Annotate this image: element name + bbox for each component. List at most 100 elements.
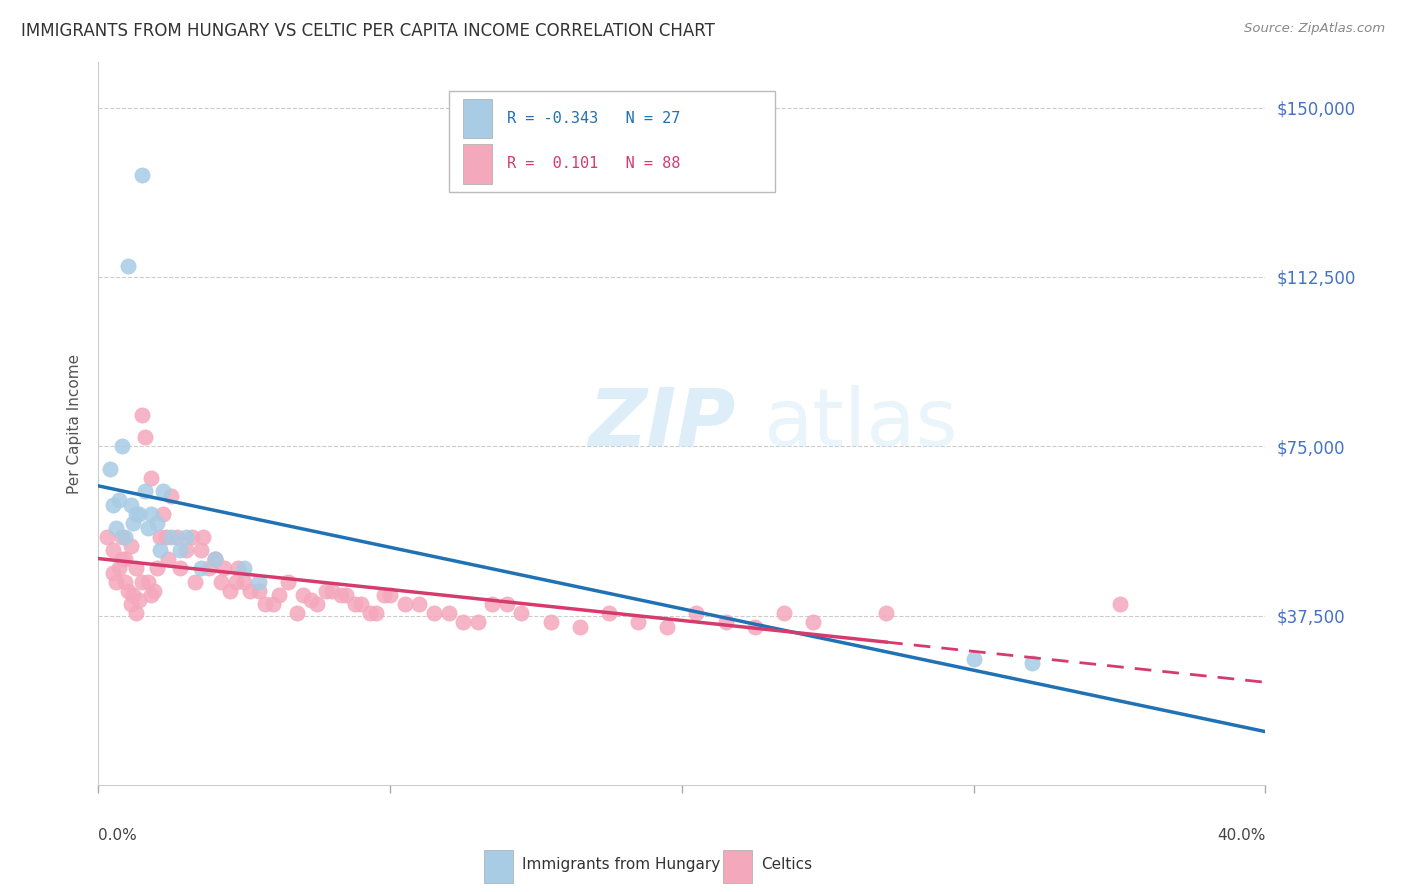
- Point: [228, 561, 250, 575]
- Point: [190, 543, 212, 558]
- Point: [174, 530, 197, 544]
- Point: [437, 607, 460, 621]
- Text: Celtics: Celtics: [761, 857, 813, 872]
- Text: IMMIGRANTS FROM HUNGARY VS CELTIC PER CAPITA INCOME CORRELATION CHART: IMMIGRANTS FROM HUNGARY VS CELTIC PER CA…: [21, 22, 716, 40]
- Point: [142, 583, 165, 598]
- Point: [166, 530, 188, 544]
- Point: [149, 530, 172, 544]
- Point: [136, 520, 159, 534]
- Point: [1021, 656, 1043, 670]
- Point: [152, 484, 174, 499]
- Text: R =  0.101   N = 88: R = 0.101 N = 88: [508, 156, 681, 171]
- Point: [329, 588, 352, 602]
- Point: [218, 583, 240, 598]
- Point: [120, 539, 142, 553]
- Point: [204, 552, 226, 566]
- Point: [380, 588, 402, 602]
- Text: Immigrants from Hungary: Immigrants from Hungary: [522, 857, 720, 872]
- Point: [125, 561, 148, 575]
- Point: [146, 516, 169, 530]
- Point: [657, 620, 679, 634]
- Point: [111, 552, 134, 566]
- Point: [111, 530, 134, 544]
- Point: [160, 530, 183, 544]
- Point: [96, 530, 118, 544]
- Point: [128, 507, 150, 521]
- Point: [125, 507, 148, 521]
- Point: [136, 574, 159, 589]
- Point: [139, 588, 162, 602]
- Point: [108, 561, 131, 575]
- Point: [307, 598, 329, 612]
- Point: [101, 566, 124, 580]
- Bar: [463, 98, 492, 138]
- Point: [183, 574, 205, 589]
- Point: [122, 516, 145, 530]
- Y-axis label: Per Capita Income: Per Capita Income: [67, 353, 83, 494]
- Point: [108, 493, 131, 508]
- Point: [627, 615, 650, 630]
- Point: [160, 489, 183, 503]
- Point: [101, 498, 124, 512]
- Point: [131, 408, 153, 422]
- Point: [128, 592, 150, 607]
- Point: [481, 598, 503, 612]
- Point: [155, 530, 177, 544]
- Point: [291, 588, 314, 602]
- Point: [496, 598, 519, 612]
- FancyBboxPatch shape: [449, 91, 775, 193]
- Point: [169, 561, 191, 575]
- Point: [134, 430, 156, 444]
- Point: [253, 598, 276, 612]
- Point: [198, 561, 221, 575]
- Point: [111, 439, 134, 453]
- Point: [146, 561, 169, 575]
- Point: [801, 615, 824, 630]
- Point: [598, 607, 620, 621]
- Point: [344, 598, 367, 612]
- Point: [190, 561, 212, 575]
- Point: [212, 561, 235, 575]
- Point: [114, 530, 136, 544]
- Point: [98, 462, 121, 476]
- Point: [714, 615, 737, 630]
- Point: [394, 598, 416, 612]
- Point: [139, 507, 162, 521]
- Text: atlas: atlas: [763, 384, 957, 463]
- Point: [247, 574, 270, 589]
- Point: [174, 543, 197, 558]
- Point: [104, 574, 127, 589]
- Point: [131, 169, 153, 183]
- Point: [247, 583, 270, 598]
- Point: [233, 574, 256, 589]
- Point: [315, 583, 337, 598]
- Point: [204, 552, 226, 566]
- Point: [408, 598, 430, 612]
- Point: [335, 588, 357, 602]
- Point: [744, 620, 766, 634]
- Point: [875, 607, 897, 621]
- Text: Source: ZipAtlas.com: Source: ZipAtlas.com: [1244, 22, 1385, 36]
- Point: [120, 598, 142, 612]
- Point: [540, 615, 562, 630]
- Point: [299, 592, 322, 607]
- Text: 40.0%: 40.0%: [1218, 829, 1265, 843]
- Bar: [723, 850, 752, 882]
- Point: [285, 607, 308, 621]
- Point: [321, 583, 343, 598]
- Point: [104, 520, 127, 534]
- Point: [359, 607, 381, 621]
- Point: [101, 543, 124, 558]
- Point: [157, 552, 180, 566]
- Point: [510, 607, 533, 621]
- Bar: [463, 145, 492, 184]
- Point: [193, 530, 215, 544]
- Point: [120, 498, 142, 512]
- Point: [169, 543, 191, 558]
- Point: [180, 530, 202, 544]
- Point: [269, 588, 291, 602]
- Point: [152, 507, 174, 521]
- Point: [277, 574, 299, 589]
- Point: [131, 574, 153, 589]
- Point: [149, 543, 172, 558]
